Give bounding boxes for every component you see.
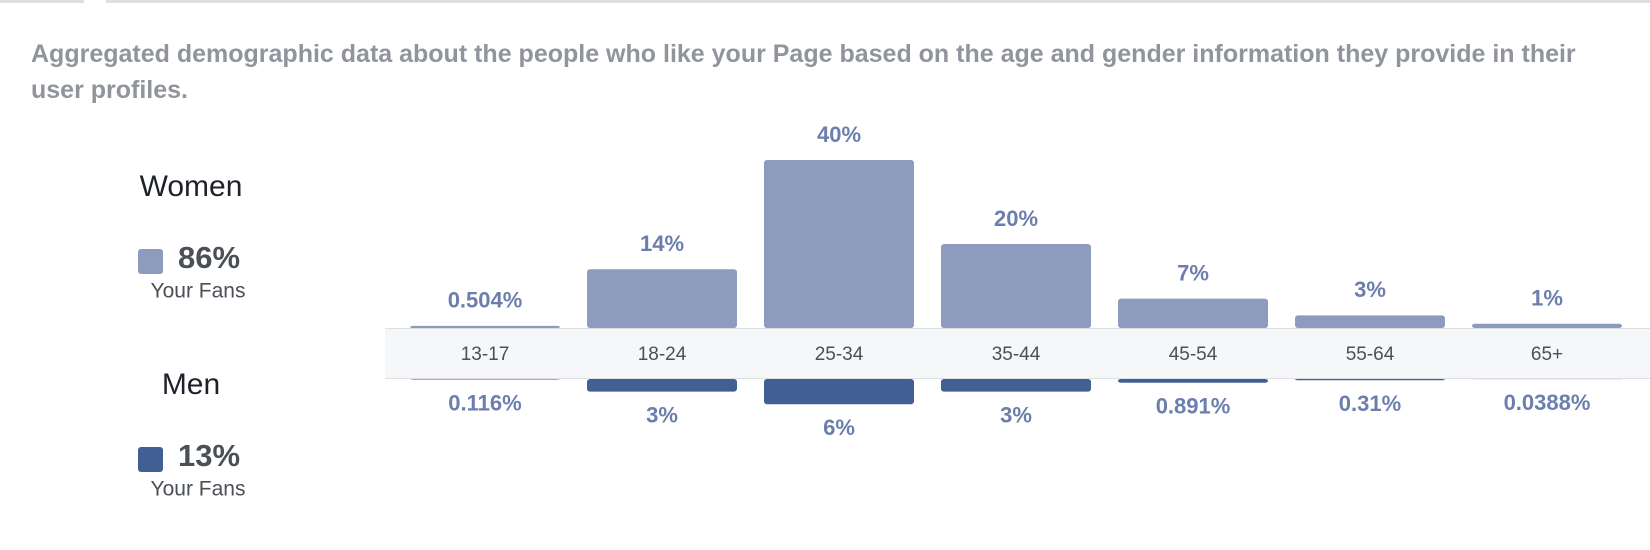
bar	[410, 325, 560, 328]
value-label: 7%	[1177, 260, 1209, 285]
value-label: 14%	[640, 231, 684, 256]
value-label: 3%	[1000, 402, 1032, 427]
value-label: 1%	[1531, 286, 1563, 311]
legend-name: Men	[162, 368, 220, 401]
value-label: 0.116%	[448, 390, 521, 415]
bar	[1472, 323, 1622, 328]
value-label: 3%	[1354, 277, 1386, 302]
bar	[941, 244, 1091, 328]
bar	[1295, 379, 1445, 381]
legend-caption: Your Fans	[151, 280, 246, 303]
category-label: 55-64	[1346, 344, 1395, 365]
category-label: 18-24	[638, 344, 687, 365]
legend-percent: 13%	[178, 438, 240, 473]
legend-caption: Your Fans	[151, 478, 246, 501]
legend-percent: 86%	[178, 240, 240, 275]
bar	[764, 379, 914, 405]
bar	[941, 379, 1091, 392]
legend-swatch	[138, 249, 163, 274]
value-label: 0.31%	[1339, 391, 1401, 416]
category-strip	[385, 328, 1650, 379]
value-label: 40%	[817, 122, 861, 147]
bar	[1295, 315, 1445, 328]
category-label: 25-34	[815, 344, 864, 365]
description: Aggregated demographic data about the pe…	[31, 40, 1576, 104]
value-label: 3%	[646, 402, 678, 427]
category-label: 45-54	[1169, 344, 1218, 365]
value-label: 0.0388%	[1504, 390, 1591, 415]
category-label: 65+	[1531, 344, 1563, 365]
category-label: 13-17	[461, 344, 510, 365]
bar	[1118, 379, 1268, 383]
category-label: 35-44	[992, 344, 1041, 365]
value-label: 0.891%	[1156, 394, 1231, 419]
bar	[764, 160, 914, 328]
value-label: 20%	[994, 206, 1038, 231]
bar	[1118, 298, 1268, 328]
bar	[587, 379, 737, 392]
legend-name: Women	[140, 170, 243, 203]
value-label: 6%	[823, 415, 855, 440]
legend-swatch	[138, 447, 163, 472]
bar	[587, 269, 737, 328]
value-label: 0.504%	[448, 288, 523, 313]
